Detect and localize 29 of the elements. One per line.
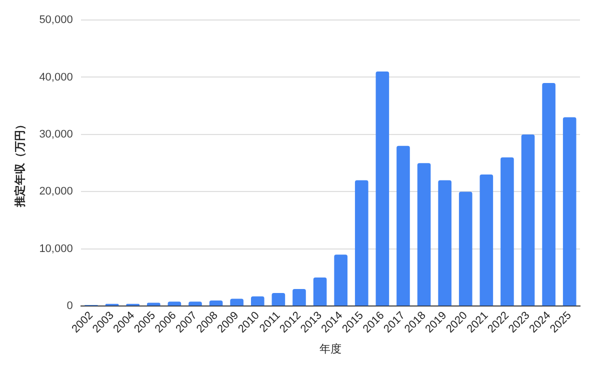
bar <box>292 288 306 306</box>
bar <box>376 72 390 306</box>
bar <box>168 302 182 306</box>
bar <box>354 180 368 306</box>
bar <box>480 174 494 306</box>
bar <box>521 134 535 306</box>
y-tick-label: 50,000 <box>39 14 73 26</box>
y-tick-label: 30,000 <box>39 128 73 140</box>
bar <box>417 163 431 306</box>
bar <box>438 180 452 306</box>
y-tick-label: 0 <box>66 300 73 312</box>
bar <box>250 296 264 306</box>
y-axis-title: 推定年収（万円） <box>14 119 27 208</box>
bar <box>146 302 160 306</box>
bar <box>313 278 327 306</box>
bar <box>230 298 244 306</box>
y-tick-label: 10,000 <box>39 242 73 255</box>
bar <box>396 146 410 306</box>
bar <box>209 300 223 306</box>
y-tick-label: 40,000 <box>39 71 73 84</box>
bar <box>542 82 556 306</box>
bar <box>188 302 202 306</box>
bar <box>500 157 514 306</box>
bar <box>458 192 472 306</box>
bar <box>562 117 576 306</box>
x-axis-title: 年度 <box>319 342 342 356</box>
y-tick-label: 20,000 <box>39 186 73 198</box>
bar <box>272 293 286 306</box>
bar <box>334 254 348 306</box>
